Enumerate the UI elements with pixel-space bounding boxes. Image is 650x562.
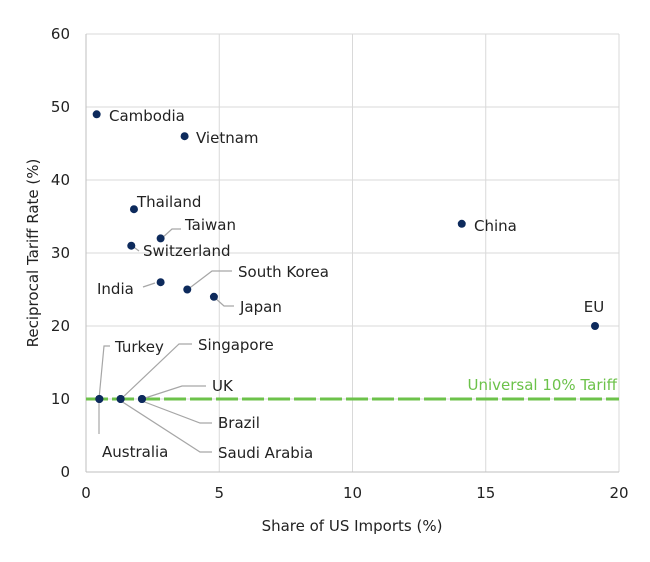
point-japan xyxy=(209,292,218,301)
label-switzerland: Switzerland xyxy=(143,242,231,260)
point-saudi-arabia xyxy=(116,395,125,403)
label-japan: Japan xyxy=(239,298,282,316)
label-south-korea: South Korea xyxy=(238,263,329,281)
label-turkey: Turkey xyxy=(114,338,164,356)
point-brazil xyxy=(137,395,146,403)
label-uk: UK xyxy=(212,377,234,395)
y-tick-label: 50 xyxy=(51,98,70,116)
point-eu xyxy=(591,322,600,330)
x-tick-label: 15 xyxy=(476,484,495,502)
point-vietnam xyxy=(180,132,189,141)
y-tick-label: 0 xyxy=(60,463,70,481)
x-tick-label: 0 xyxy=(81,484,91,502)
label-cambodia: Cambodia xyxy=(109,107,185,125)
reference-line-label: Universal 10% Tariff xyxy=(467,376,617,394)
point-cambodia xyxy=(92,110,101,119)
leader-lines xyxy=(98,228,234,453)
y-tick-label: 10 xyxy=(51,390,70,408)
point-switzerland xyxy=(127,241,136,250)
point-australia xyxy=(95,395,104,403)
reference-line-group: Universal 10% Tariff xyxy=(86,376,619,401)
x-tick-label: 20 xyxy=(609,484,628,502)
label-eu: EU xyxy=(584,298,604,316)
y-tick-label: 30 xyxy=(51,244,70,262)
leader-saudi-arabia xyxy=(120,400,212,453)
leader-uk xyxy=(141,385,206,400)
leader-singapore xyxy=(120,343,192,400)
y-tick-label: 40 xyxy=(51,171,70,189)
label-china: China xyxy=(474,217,517,235)
leader-turkey xyxy=(98,345,110,400)
point-labels: Cambodia Vietnam Thailand Taiwan Switzerland… xyxy=(97,107,604,462)
label-saudi-arabia: Saudi Arabia xyxy=(218,444,313,462)
leader-brazil xyxy=(141,400,212,424)
label-brazil: Brazil xyxy=(218,414,260,432)
data-points xyxy=(92,110,600,403)
x-tick-label: 10 xyxy=(343,484,362,502)
label-thailand: Thailand xyxy=(136,193,201,211)
leader-japan xyxy=(213,296,234,307)
point-south-korea xyxy=(183,285,192,294)
label-australia: Australia xyxy=(102,443,168,461)
label-vietnam: Vietnam xyxy=(196,129,259,147)
point-india xyxy=(156,278,165,287)
leader-south-korea xyxy=(186,270,232,291)
x-tick-label: 5 xyxy=(214,484,224,502)
point-taiwan xyxy=(156,234,165,243)
y-axis-title: Reciprocal Tariff Rate (%) xyxy=(24,159,42,348)
label-singapore: Singapore xyxy=(198,336,274,354)
label-taiwan: Taiwan xyxy=(184,216,236,234)
leader-india xyxy=(142,282,156,288)
y-tick-label: 20 xyxy=(51,317,70,335)
leader-taiwan xyxy=(160,228,181,240)
x-axis-title: Share of US Imports (%) xyxy=(262,517,443,535)
tick-labels: 0 5 10 15 20 0 10 20 30 40 50 60 xyxy=(51,25,629,502)
label-india: India xyxy=(97,280,134,298)
point-china xyxy=(457,219,466,228)
point-thailand xyxy=(129,205,138,214)
y-tick-label: 60 xyxy=(51,25,70,43)
